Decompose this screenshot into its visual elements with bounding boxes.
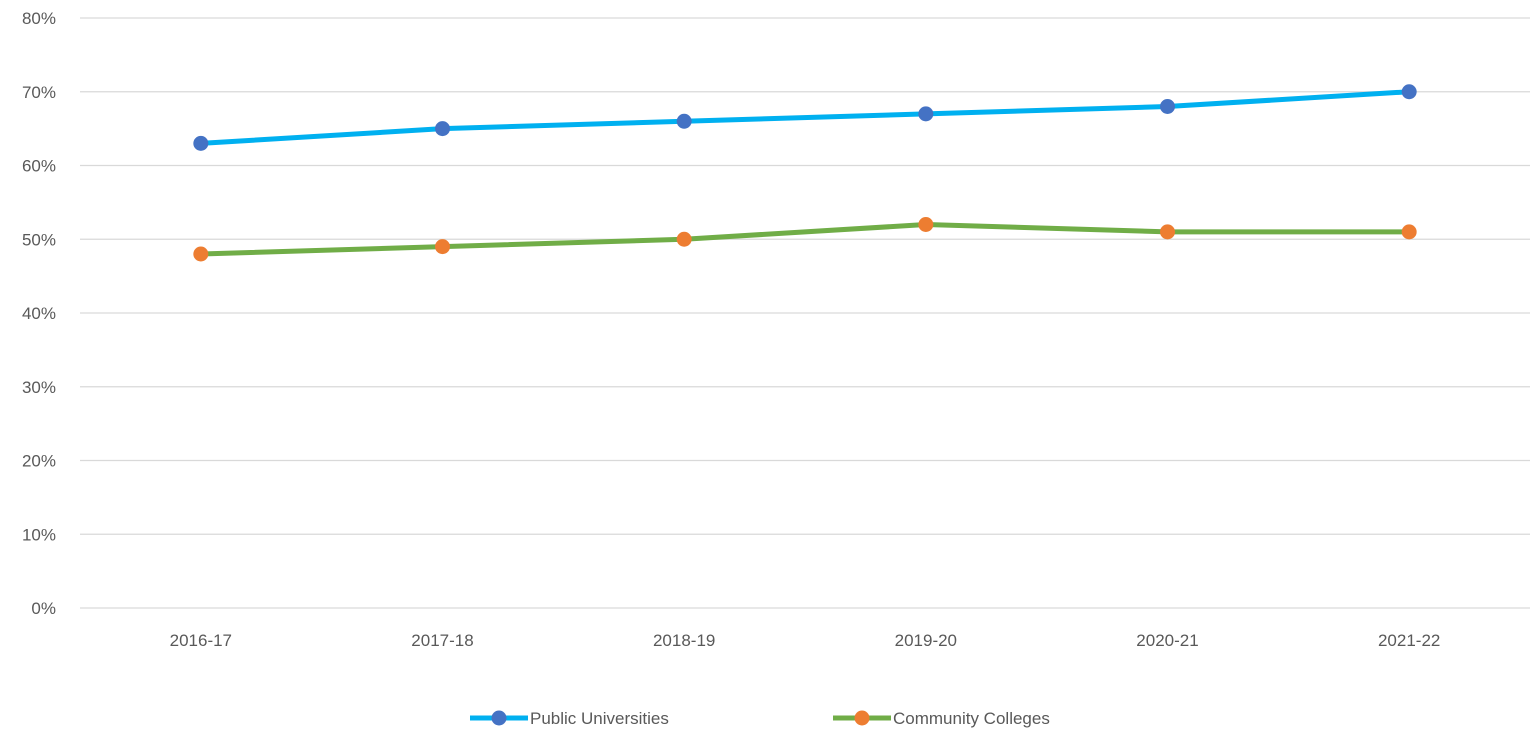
x-tick-label: 2019-20 (895, 631, 957, 650)
data-point (435, 239, 450, 255)
series-line (198, 222, 1412, 257)
x-axis-tick-labels: 2016-17 2017-18 2018-19 2019-20 2020-21 2021-… (170, 631, 1441, 650)
y-tick-label: 70% (22, 83, 56, 102)
x-tick-label: 2020-21 (1136, 631, 1198, 650)
legend-item: Community Colleges (833, 709, 1050, 728)
data-point (435, 121, 450, 137)
legend-label: Community Colleges (893, 709, 1050, 728)
data-point (1160, 99, 1175, 114)
data-point (1401, 224, 1417, 240)
data-point (1401, 84, 1417, 100)
y-tick-label: 10% (22, 525, 56, 544)
y-tick-label: 20% (22, 452, 56, 471)
y-tick-label: 50% (22, 230, 56, 249)
series-line (198, 89, 1412, 146)
y-tick-label: 40% (22, 304, 56, 323)
data-point (676, 113, 692, 129)
data-point (193, 246, 209, 262)
series-group (193, 84, 1417, 262)
data-point (918, 217, 934, 232)
legend-marker-swatch (854, 710, 870, 726)
data-point (676, 231, 692, 247)
x-tick-label: 2018-19 (653, 631, 715, 650)
series-0 (193, 84, 1417, 151)
y-tick-label: 60% (22, 157, 56, 176)
legend-label: Public Universities (530, 709, 669, 728)
y-tick-label: 80% (22, 9, 56, 28)
data-point (1160, 224, 1175, 240)
x-tick-label: 2016-17 (170, 631, 232, 650)
legend: Public Universities Community Colleges (470, 709, 1050, 728)
legend-item: Public Universities (470, 709, 669, 728)
gridlines (80, 17, 1530, 609)
data-point (193, 135, 209, 151)
y-tick-label: 0% (31, 599, 56, 618)
data-point (918, 106, 934, 122)
x-tick-label: 2017-18 (411, 631, 473, 650)
series-1 (193, 217, 1417, 262)
y-tick-label: 30% (22, 378, 56, 397)
legend-marker-swatch (491, 710, 507, 726)
y-axis-tick-labels: 0% 10% 20% 30% 40% 50% 60% 70% 80% (22, 9, 56, 618)
x-tick-label: 2021-22 (1378, 631, 1440, 650)
